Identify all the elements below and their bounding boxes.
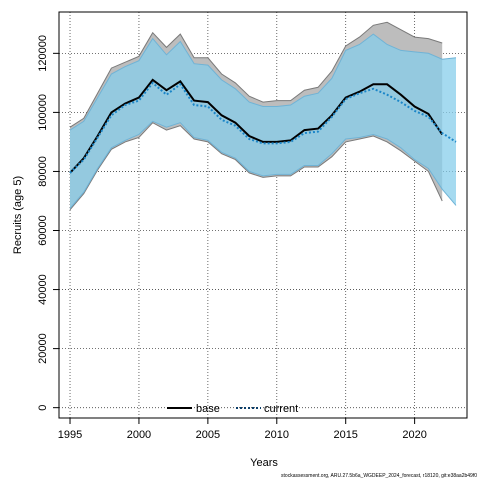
y-tick-label: 80000 [37,156,49,187]
x-tick-label: 2020 [402,429,426,441]
legend-current-label: current [264,403,298,415]
base-upper-line [69,21,443,128]
y-tick-label: 40000 [37,274,49,305]
y-axis-title: Recruits (age 5) [12,176,24,254]
y-tick-label: 20000 [37,333,49,364]
x-axis-title: Years [250,457,278,469]
legend: base current [167,403,298,415]
base-lower-line [69,122,443,211]
current-ci-band [70,34,456,209]
x-tick-label: 2000 [127,429,151,441]
x-tick-label: 2005 [196,429,220,441]
y-tick-label: 0 [37,405,49,411]
current-series-line [69,81,457,174]
footer-credit: stockassessment.org, ARU.27.5b6a_WGDEEP_… [281,473,477,479]
current-lower-line [69,120,457,209]
legend-base-label: base [196,403,220,415]
y-tick-label: 60000 [37,215,49,246]
y-tick-label: 100000 [37,94,49,131]
plot-frame [58,11,468,419]
current-upper-line [69,33,457,131]
x-tick-label: 2010 [265,429,289,441]
x-tick-label: 2015 [333,429,357,441]
x-tick-label: 1995 [58,429,82,441]
base-series-line [69,78,444,174]
y-tick-label: 120000 [37,35,49,72]
